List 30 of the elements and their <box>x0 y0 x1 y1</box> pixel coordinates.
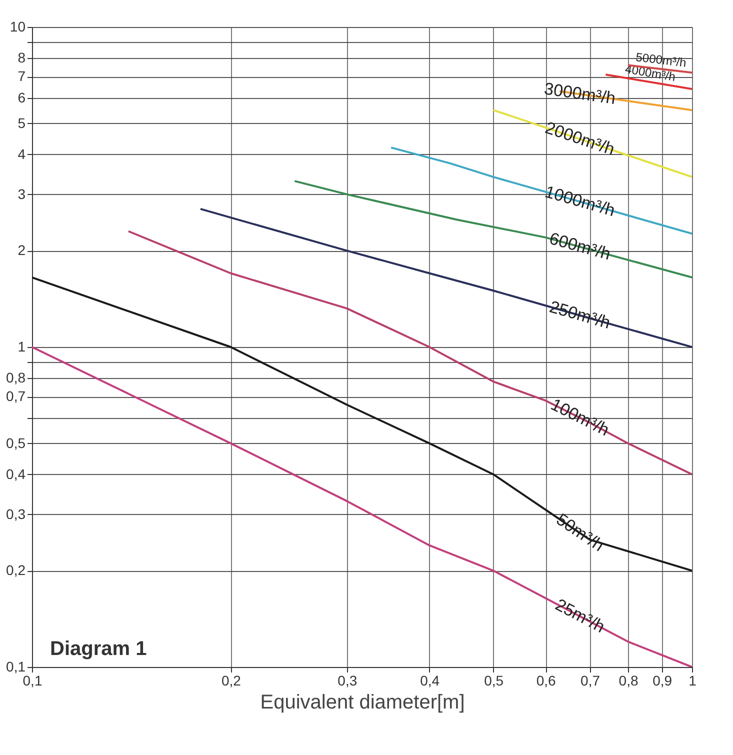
y-tick-label: 3 <box>18 186 26 202</box>
y-tick-label: 5 <box>18 114 26 131</box>
annotation: Diagram 1 <box>50 638 147 660</box>
x-tick-label: 0,8 <box>618 672 638 688</box>
x-tick-label: 0,3 <box>338 672 358 688</box>
y-tick-label: 10 <box>10 18 26 34</box>
y-tick-label: 7 <box>18 68 26 84</box>
x-axis-title: Equivalent diameter[m] <box>260 692 465 714</box>
x-tick-label: 0,2 <box>221 672 242 688</box>
x-tick-label: 0,5 <box>484 672 504 688</box>
y-tick-label: 2 <box>18 242 26 258</box>
x-tick-label: 1 <box>688 672 697 688</box>
x-tick-label: 0,9 <box>652 672 672 688</box>
y-tick-label: 0,7 <box>6 388 26 404</box>
y-tick-label: 4 <box>18 146 26 162</box>
y-tick-label: 0,2 <box>6 562 26 578</box>
y-tick-label: 0,5 <box>6 434 26 451</box>
x-tick-label: 0,4 <box>420 672 440 688</box>
text: 600m³/h <box>547 228 613 264</box>
y-tick-label: 6 <box>18 89 26 106</box>
y-tick-label: 8 <box>18 50 26 66</box>
y-tick-label: 1 <box>18 338 26 354</box>
y-tick-label: 0,3 <box>6 506 26 522</box>
y-tick-label: 0,8 <box>6 370 26 386</box>
x-tick-label: 0,7 <box>580 672 600 688</box>
text: 3000m³/h <box>542 79 617 108</box>
x-tick-label: 0,6 <box>536 672 556 688</box>
text: 250m³/h <box>547 297 613 333</box>
y-tick-label: 0,1 <box>6 658 26 674</box>
y-tick-label: 0,4 <box>6 466 26 482</box>
